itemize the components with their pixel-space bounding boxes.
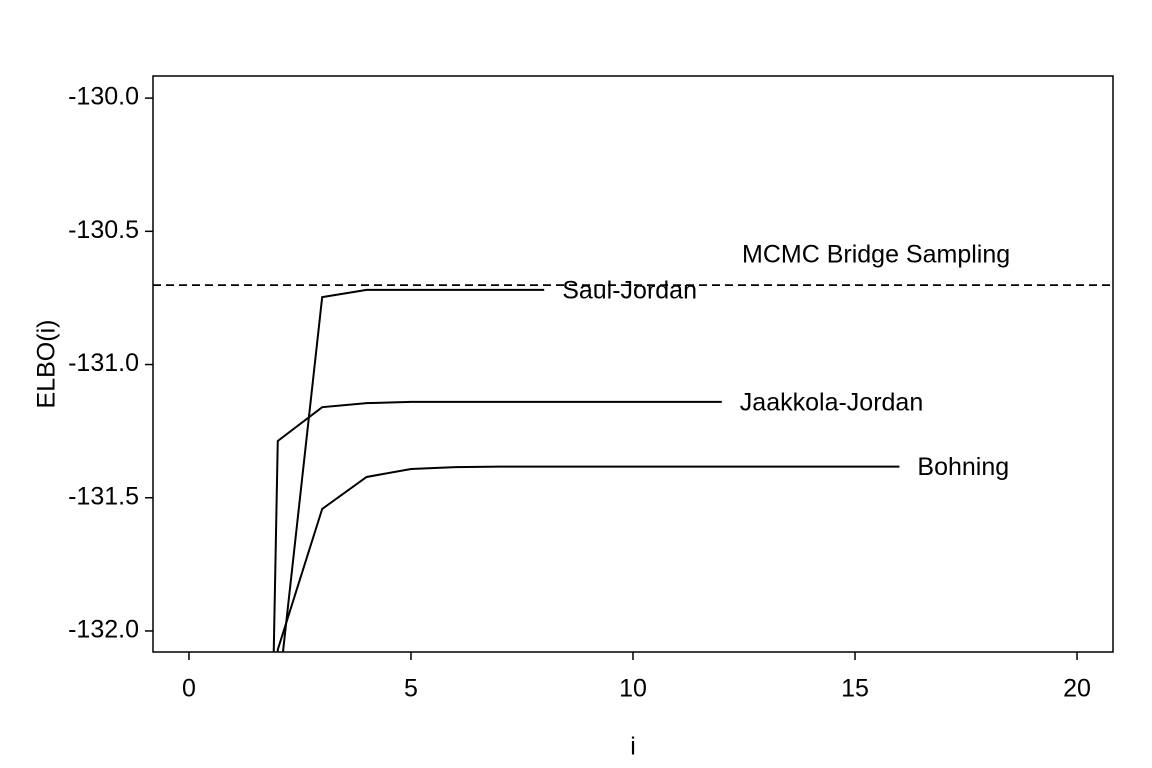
reference-label: MCMC Bridge Sampling (742, 241, 1010, 269)
plot-area (153, 284, 1113, 652)
series-label: Jaakkola-Jordan (740, 388, 923, 416)
series-label: Saul-Jordan (562, 277, 697, 305)
series-line (281, 288, 545, 652)
x-tick-label: 10 (619, 675, 647, 703)
y-axis-label: ELBO(i) (33, 320, 61, 409)
x-tick-label: 20 (1063, 675, 1091, 703)
series-line (272, 400, 722, 652)
series-label: Bohning (917, 453, 1009, 481)
y-tick-label: -131.5 (68, 482, 139, 510)
series-line (276, 465, 900, 652)
x-axis-label: i (630, 733, 636, 761)
plot-frame (152, 75, 1114, 653)
y-tick-label: -130.5 (68, 216, 139, 244)
y-tick-label: -130.0 (68, 83, 139, 111)
x-tick-label: 15 (841, 675, 869, 703)
y-tick-label: -131.0 (68, 349, 139, 377)
x-tick-label: 5 (404, 675, 418, 703)
x-tick-label: 0 (182, 675, 196, 703)
y-tick-label: -132.0 (68, 616, 139, 644)
